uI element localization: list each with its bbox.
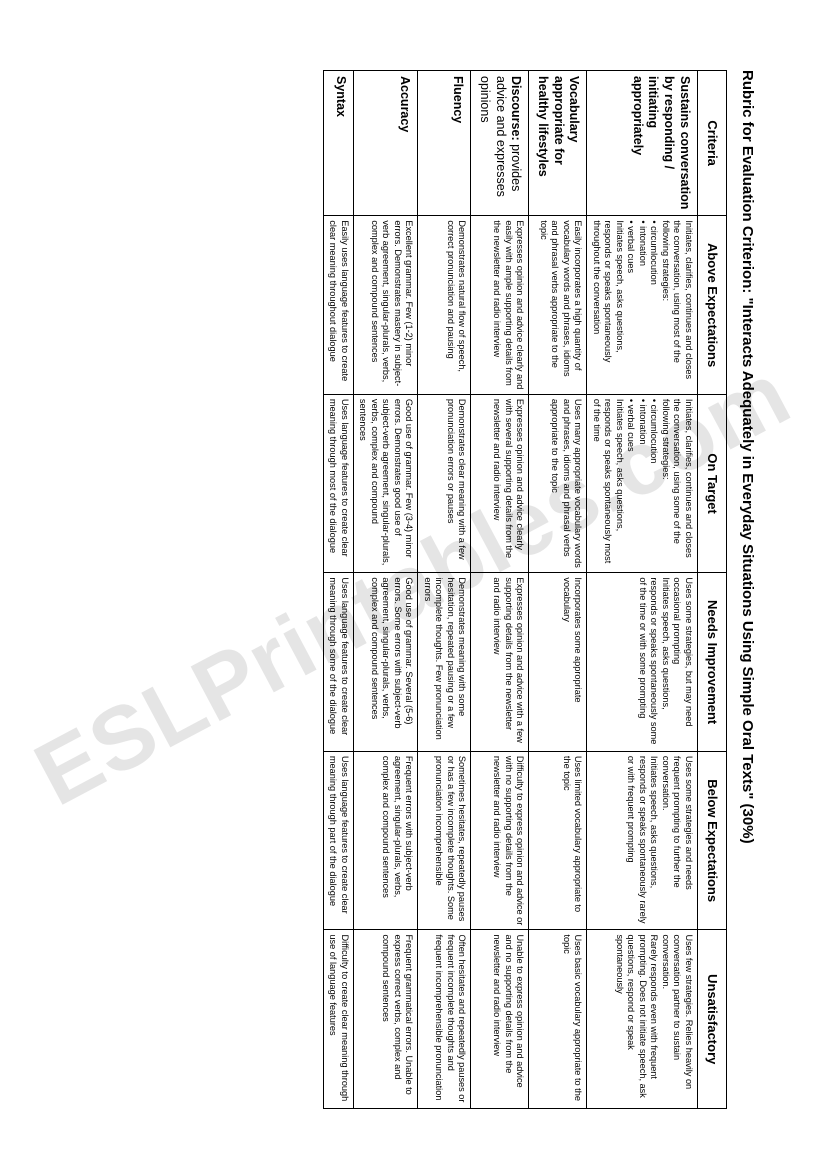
rubric-cell: Unable to express opinion and advice and… (471, 930, 529, 1109)
rubric-cell: Uses language features to create clear m… (324, 751, 354, 930)
table-row: Vocabulary appropriate for healthy lifes… (529, 71, 587, 1109)
rubric-cell: Sometimes hesitates, repeatedly pauses o… (418, 751, 471, 930)
header-level-1: On Target (697, 394, 726, 573)
row-criteria: Accuracy (354, 71, 419, 216)
rubric-cell: Demonstrates natural flow of speech, cor… (418, 216, 471, 395)
table-row: SyntaxEasily uses language features to c… (324, 71, 354, 1109)
rubric-cell: Uses some strategies, but may need occas… (587, 573, 698, 752)
rubric-cell: Often hesitates and repeatedly pauses or… (418, 930, 471, 1109)
row-criteria: Vocabulary appropriate for healthy lifes… (529, 71, 587, 216)
table-row: Discourse: provides advice and expresses… (471, 71, 529, 1109)
rubric-cell: Expresses opinion and advice with a few … (471, 573, 529, 752)
rotated-content: Rubric for Evaluation Criterion: "Intera… (0, 0, 826, 1169)
rubric-cell: Uses many appropriate vocabulary words a… (529, 394, 587, 573)
row-criteria: Fluency (418, 71, 471, 216)
rubric-cell: Frequent grammatical errors. Unable to e… (354, 930, 419, 1109)
rubric-table: Criteria Above Expectations On Target Ne… (323, 70, 727, 1109)
rubric-cell: Expresses opinion and advice clearly and… (471, 216, 529, 395)
header-level-4: Unsatisfactory (697, 930, 726, 1109)
rubric-cell: Incorporates some appropriate vocabulary (529, 573, 587, 752)
rubric-cell: Uses basic vocabulary appropriate to the… (529, 930, 587, 1109)
header-criteria: Criteria (697, 71, 726, 216)
table-row: FluencyDemonstrates natural flow of spee… (418, 71, 471, 1109)
row-criteria: Sustains conversation by responding / in… (587, 71, 698, 216)
rubric-cell: Easily incorporates a high quantity of v… (529, 216, 587, 395)
page: ESLPrintables.com Rubric for Evaluation … (0, 0, 826, 1169)
header-level-2: Needs Improvement (697, 573, 726, 752)
rubric-cell: Expresses opinion and advice clearly wit… (471, 394, 529, 573)
rubric-cell: Excellent grammar. Few (1-2) minor error… (354, 216, 419, 395)
rubric-cell: Uses language features to create clear m… (324, 394, 354, 573)
rubric-cell: Easily uses language features to create … (324, 216, 354, 395)
rubric-cell: Initiates, clarifies, continues and clos… (587, 216, 698, 395)
rubric-cell: Uses limited vocabulary appropriate to t… (529, 751, 587, 930)
rubric-cell: Uses language features to create clear m… (324, 573, 354, 752)
row-criteria: Discourse: provides advice and expresses… (471, 71, 529, 216)
rubric-cell: Uses some strategies and needs frequent … (587, 751, 698, 930)
rubric-cell: Good use of grammar. Few (3-4) minor err… (354, 394, 419, 573)
table-row: AccuracyExcellent grammar. Few (1-2) min… (354, 71, 419, 1109)
rubric-cell: Demonstrates clear meaning with a few pr… (418, 394, 471, 573)
rubric-cell: Frequent errors with subject-verb agreem… (354, 751, 419, 930)
header-level-0: Above Expectations (697, 216, 726, 395)
header-level-3: Below Expectations (697, 751, 726, 930)
header-row: Criteria Above Expectations On Target Ne… (697, 71, 726, 1109)
row-criteria: Syntax (324, 71, 354, 216)
table-row: Sustains conversation by responding / in… (587, 71, 698, 1109)
rubric-cell: Uses few strategies. Relies heavily on c… (587, 930, 698, 1109)
rubric-cell: Demonstrates meaning with some hesitatio… (418, 573, 471, 752)
rubric-cell: Difficulty to express opinion and advice… (471, 751, 529, 930)
rubric-cell: Good use of grammar. Several (5-6) error… (354, 573, 419, 752)
page-title: Rubric for Evaluation Criterion: "Intera… (739, 70, 756, 1109)
rubric-cell: Difficulty to create clear meaning throu… (324, 930, 354, 1109)
rubric-cell: Initiates, clarifies, continues and clos… (587, 394, 698, 573)
